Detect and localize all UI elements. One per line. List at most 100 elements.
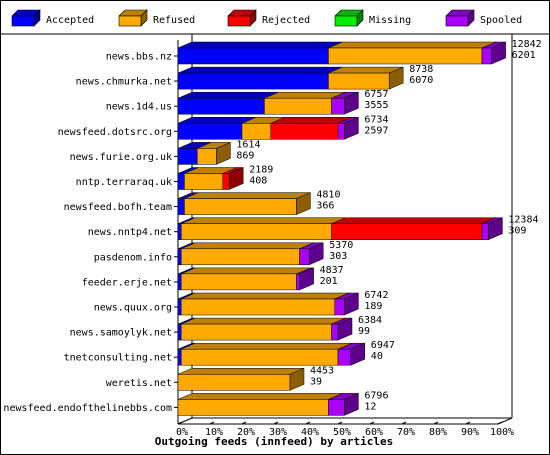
bar-segment-spooled — [481, 41, 506, 65]
bar-segment-refused — [177, 393, 343, 416]
bar-segment-accepted — [177, 117, 257, 140]
bar-top-face — [328, 41, 497, 49]
x-tick-label: 0% — [176, 427, 188, 438]
secondary-label: 12 — [364, 401, 376, 412]
legend-label: Accepted — [46, 15, 94, 26]
bar-front-face — [177, 148, 198, 165]
bar-side-face — [344, 91, 359, 115]
bar-segment-refused — [241, 117, 285, 140]
bar-segment-refused — [177, 367, 305, 391]
bar-front-face — [328, 72, 390, 90]
bar-front-face — [334, 298, 345, 316]
legend-item-refused: Refused — [118, 9, 195, 27]
x-tick-mark — [369, 421, 375, 425]
bar-front-face — [264, 97, 332, 115]
total-label: 2189 — [249, 165, 273, 176]
bar-segment-rejected — [331, 217, 497, 240]
bar-row-news-bbs-nz — [177, 41, 506, 65]
bar-segment-refused — [184, 167, 237, 190]
bar-segment-refused — [328, 41, 497, 65]
bar-row-newsfeed-dotsrc-org — [177, 116, 359, 140]
bar-segment-accepted — [177, 142, 212, 165]
category-label: newsfeed.bofh.team — [64, 202, 172, 213]
bar-front-face — [481, 47, 492, 65]
bar-front-face — [241, 123, 272, 140]
x-tick-label: 40% — [301, 427, 319, 438]
bar-top-face — [181, 317, 346, 325]
bar-row-pasdenom-info — [177, 242, 324, 266]
secondary-label: 869 — [236, 150, 254, 161]
secondary-label: 6070 — [409, 75, 433, 86]
legend-item-missing: Missing — [334, 9, 411, 27]
bar-side-face — [350, 342, 366, 366]
bar-side-face — [296, 192, 311, 215]
bar-front-face — [177, 198, 185, 215]
total-label: 6384 — [358, 315, 382, 326]
total-label: 6796 — [364, 390, 388, 401]
bar-front-face — [177, 72, 329, 90]
bar-front-face — [177, 248, 182, 266]
category-label: news.bbs.nz — [106, 52, 172, 63]
category-label: newsfeed.dotsrc.org — [58, 127, 172, 138]
bar-row-newsfeed-bofh-team — [177, 192, 311, 215]
bar-top-face — [181, 342, 353, 350]
x-tick-label: 20% — [237, 427, 255, 438]
category-label: weretis.net — [106, 378, 172, 389]
bar-segment-accepted — [177, 41, 343, 65]
x-tick-mark — [305, 421, 311, 425]
bar-side-face — [491, 41, 506, 65]
bar-side-face — [308, 242, 324, 266]
bar-side-face — [344, 116, 359, 140]
bar-front-face — [177, 348, 182, 366]
bar-side-face — [344, 292, 359, 316]
bar-front-face — [177, 298, 182, 316]
bar-row-news-1d4-us — [177, 91, 359, 115]
bar-side-face — [344, 393, 359, 416]
category-label: news.samoylyk.net — [70, 328, 172, 339]
bar-segment-refused — [180, 342, 353, 366]
secondary-label: 201 — [320, 276, 338, 287]
secondary-label: 303 — [329, 251, 347, 262]
secondary-label: 408 — [249, 176, 267, 187]
legend-swatch — [334, 15, 358, 27]
bar-row-newsfeed-endofthelinebbs-com — [177, 393, 359, 416]
bar-front-face — [177, 173, 185, 190]
bar-row-news-nntp4-net — [177, 217, 503, 241]
secondary-label: 40 — [371, 351, 383, 362]
total-label: 12384 — [508, 215, 538, 226]
bar-front-face — [180, 298, 336, 316]
bar-front-face — [180, 323, 332, 341]
bar-side-face — [216, 142, 231, 165]
bar-front-face — [177, 273, 182, 291]
bar-front-face — [331, 223, 483, 240]
bar-segment-refused — [184, 192, 311, 215]
x-tick-label: 90% — [461, 427, 479, 438]
legend-swatch — [227, 15, 251, 27]
total-label: 4837 — [320, 265, 344, 276]
bar-segment-spooled — [337, 116, 359, 140]
x-tick-label: 100% — [490, 427, 514, 438]
bar-segment-refused — [180, 217, 346, 240]
bar-front-face — [299, 248, 310, 266]
bar-segment-accepted — [177, 91, 279, 115]
x-tick-mark — [465, 421, 471, 425]
x-tick-mark — [337, 421, 343, 425]
x-tick-mark — [241, 421, 247, 425]
bar-front-face — [177, 374, 291, 391]
bar-top-face — [181, 242, 314, 250]
bar-front-face — [177, 97, 265, 115]
bar-segment-refused — [180, 242, 314, 266]
legend-item-spooled: Spooled — [445, 9, 522, 27]
x-tick-label: 70% — [397, 427, 415, 438]
bar-top-face — [177, 393, 343, 400]
x-tick-label: 80% — [429, 427, 447, 438]
category-label: news.furie.org.uk — [70, 152, 172, 163]
secondary-label: 2597 — [364, 125, 388, 136]
bar-front-face — [328, 399, 345, 416]
bar-front-face — [177, 223, 182, 240]
bar-front-face — [177, 399, 329, 416]
legend-item-accepted: Accepted — [11, 9, 94, 27]
bar-top-face — [181, 267, 311, 275]
bar-top-face — [184, 192, 311, 199]
bar-front-face — [177, 47, 329, 65]
